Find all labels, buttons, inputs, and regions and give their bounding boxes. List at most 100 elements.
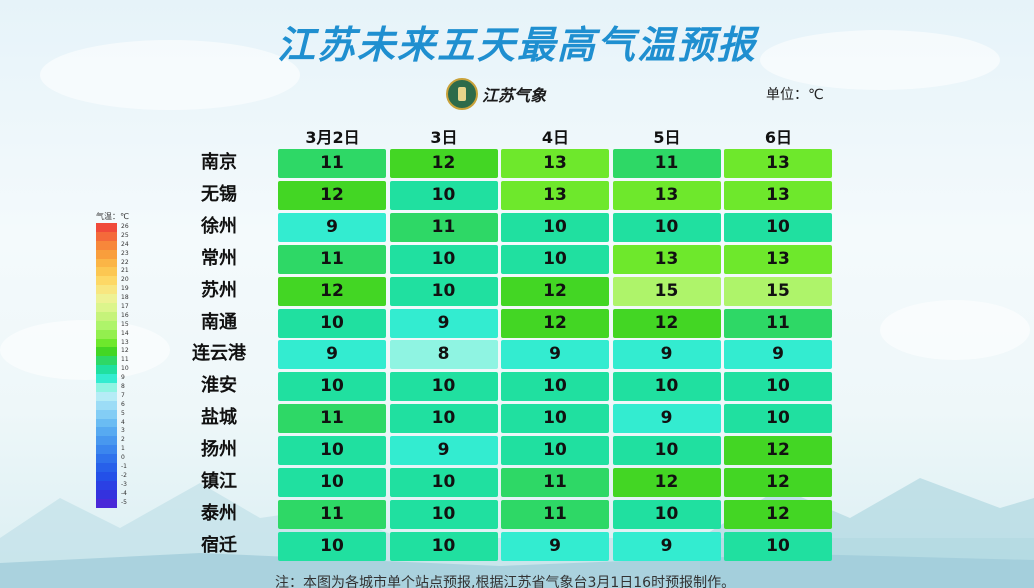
heatmap-cell: 13 bbox=[612, 244, 721, 274]
legend-label: 6 bbox=[121, 400, 125, 408]
legend-label: 21 bbox=[121, 267, 129, 275]
heatmap-cell: 10 bbox=[612, 499, 721, 529]
legend-swatch bbox=[96, 445, 117, 455]
heatmap-cell: 12 bbox=[612, 308, 721, 338]
legend-title: 气温：℃ bbox=[96, 212, 129, 221]
legend-row: 22 bbox=[96, 258, 146, 268]
legend-label: 4 bbox=[121, 418, 125, 426]
legend-swatch bbox=[96, 258, 117, 268]
heatmap-cell: 12 bbox=[612, 468, 721, 497]
legend-row: 10 bbox=[96, 365, 146, 375]
heatmap-cell: 10 bbox=[501, 212, 609, 242]
legend-row: 25 bbox=[96, 231, 146, 241]
legend-label: 0 bbox=[121, 454, 125, 462]
city-label: 南京 bbox=[201, 152, 237, 173]
legend-label: 19 bbox=[121, 285, 129, 293]
legend-label: 22 bbox=[121, 258, 129, 266]
legend-label: -2 bbox=[121, 471, 127, 479]
legend-swatch bbox=[96, 356, 117, 366]
heatmap-cell: 10 bbox=[612, 436, 721, 466]
legend-label: 24 bbox=[121, 240, 129, 248]
heatmap-cell: 10 bbox=[278, 468, 386, 497]
heatmap-cell: 13 bbox=[501, 180, 609, 210]
legend-swatch bbox=[96, 418, 117, 428]
legend-label: 5 bbox=[121, 409, 125, 417]
city-label: 镇江 bbox=[201, 471, 237, 492]
legend-label: 10 bbox=[121, 365, 129, 373]
legend-swatch bbox=[96, 498, 117, 508]
legend-row: 18 bbox=[96, 294, 146, 304]
legend-row: 6 bbox=[96, 400, 146, 410]
footer-note: 注：本图为各城市单个站点预报,根据江苏省气象台3月1日16时预报制作。 bbox=[275, 575, 736, 588]
heatmap-cell: 10 bbox=[501, 404, 609, 434]
legend-label: 23 bbox=[121, 249, 129, 257]
legend-label: 9 bbox=[121, 374, 125, 382]
legend-row: 3 bbox=[96, 427, 146, 437]
legend-swatch bbox=[96, 427, 117, 437]
heatmap-cell: 10 bbox=[389, 372, 498, 402]
cloud-decoration bbox=[760, 30, 1000, 90]
heatmap-cell: 10 bbox=[612, 212, 721, 242]
heatmap-cell: 12 bbox=[724, 499, 832, 529]
city-label: 南通 bbox=[201, 311, 237, 333]
heatmap-cell: 11 bbox=[501, 468, 609, 497]
city-label: 泰州 bbox=[201, 502, 237, 524]
legend-label: 11 bbox=[121, 356, 129, 364]
legend-row: 12 bbox=[96, 347, 146, 357]
legend-row: 7 bbox=[96, 391, 146, 401]
legend-label: -1 bbox=[121, 463, 127, 471]
cloud-decoration bbox=[0, 320, 170, 380]
heatmap-cell: 9 bbox=[389, 436, 498, 466]
heatmap-cell: 9 bbox=[612, 404, 721, 434]
heatmap-cell: 9 bbox=[724, 340, 832, 370]
heatmap-cell: 9 bbox=[501, 340, 609, 370]
legend-swatch bbox=[96, 338, 117, 348]
legend-label: 25 bbox=[121, 231, 129, 239]
heatmap-cell: 8 bbox=[389, 340, 498, 370]
heatmap-cell: 13 bbox=[724, 244, 832, 274]
legend-swatch bbox=[96, 231, 117, 241]
heatmap-cell: 10 bbox=[389, 276, 498, 306]
legend-swatch bbox=[96, 480, 117, 490]
legend-label: 18 bbox=[121, 294, 129, 302]
heatmap-cell: 9 bbox=[389, 308, 498, 338]
heatmap-cell: 11 bbox=[278, 404, 386, 434]
legend-swatch bbox=[96, 267, 117, 277]
legend-swatch bbox=[96, 374, 117, 384]
heatmap-cell: 11 bbox=[612, 149, 721, 178]
legend-row: 23 bbox=[96, 249, 146, 259]
legend-swatch bbox=[96, 294, 117, 304]
legend-swatch bbox=[96, 454, 117, 464]
heatmap-cell: 10 bbox=[278, 436, 386, 466]
legend-label: 2 bbox=[121, 436, 125, 444]
heatmap-cell: 10 bbox=[724, 372, 832, 402]
heatmap-cell: 12 bbox=[278, 276, 386, 306]
heatmap-cell: 12 bbox=[389, 149, 498, 178]
heatmap-cell: 10 bbox=[389, 244, 498, 274]
legend-label: 1 bbox=[121, 445, 125, 453]
legend-swatch bbox=[96, 409, 117, 419]
legend-label: 3 bbox=[121, 427, 125, 435]
heatmap-cell: 9 bbox=[612, 531, 721, 561]
legend-row: 24 bbox=[96, 240, 146, 250]
cloud-decoration bbox=[880, 300, 1030, 360]
day-header: 4日 bbox=[541, 128, 570, 147]
legend-row: 4 bbox=[96, 418, 146, 428]
heatmap-cell: 10 bbox=[389, 404, 498, 434]
legend-swatch bbox=[96, 303, 117, 312]
legend-row: -2 bbox=[96, 471, 146, 481]
legend-label: 13 bbox=[121, 338, 129, 346]
heatmap-cell: 10 bbox=[389, 531, 498, 561]
legend-row: 13 bbox=[96, 338, 146, 348]
heatmap-cell: 10 bbox=[278, 531, 386, 561]
heatmap-cell: 15 bbox=[724, 276, 832, 306]
logo: 江苏气象 bbox=[446, 78, 546, 110]
heatmap-cell: 10 bbox=[724, 212, 832, 242]
legend-row: 14 bbox=[96, 329, 146, 339]
city-label: 盐城 bbox=[201, 407, 237, 429]
heatmap-cell: 10 bbox=[389, 180, 498, 210]
heatmap-cell: 10 bbox=[278, 372, 386, 402]
day-header: 5日 bbox=[653, 128, 681, 147]
heatmap-cell: 12 bbox=[724, 436, 832, 466]
heatmap-cell: 11 bbox=[278, 499, 386, 529]
